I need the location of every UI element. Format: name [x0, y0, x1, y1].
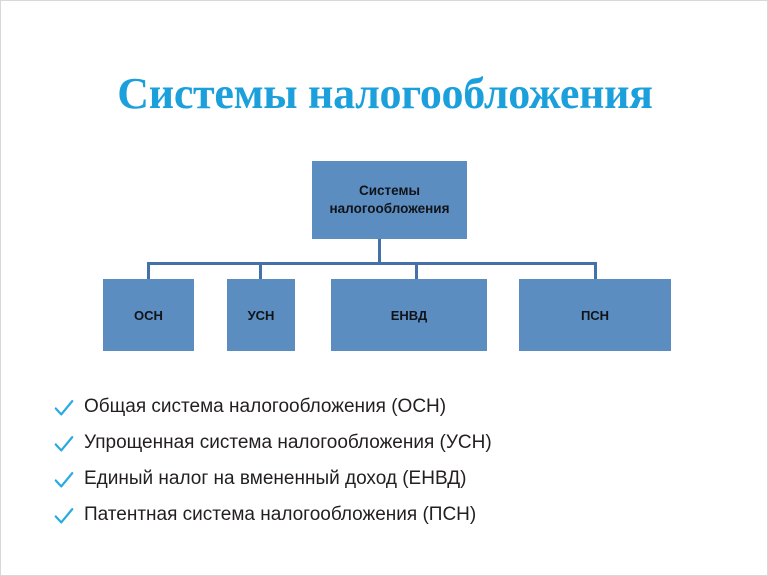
check-icon [54, 472, 74, 488]
org-node-envd-label: ЕНВД [390, 307, 428, 323]
org-node-psn[interactable]: ПСН [519, 279, 671, 351]
list-item: Общая система налогообложения (ОСН) [53, 393, 733, 429]
list-item: Упрощенная система налогообложения (УСН) [53, 429, 733, 465]
org-node-envd[interactable]: ЕНВД [331, 279, 487, 351]
page-title: Системы налогообложения [117, 69, 653, 118]
connector-root-stem [378, 239, 381, 265]
org-node-root-label-line2: налогообложения [329, 201, 450, 216]
org-node-root-label: Системы налогообложения [326, 182, 454, 218]
check-icon [54, 508, 74, 524]
org-chart: Системы налогообложения ОСН УСН ЕНВД ПСН [1, 1, 767, 371]
org-node-usn-label: УСН [247, 307, 275, 323]
org-node-osn-label: ОСН [134, 307, 163, 323]
list-item-label: Патентная система налогообложения (ПСН) [84, 504, 477, 525]
connector-drop-psn [594, 262, 597, 281]
list-item: Патентная система налогообложения (ПСН) [53, 501, 733, 537]
connector-drop-envd [415, 262, 418, 281]
check-icon [54, 436, 74, 452]
connector-horizontal-bus [147, 262, 597, 265]
org-node-root-label-line1: Системы [358, 183, 420, 198]
org-node-psn-label: ПСН [580, 307, 610, 323]
bullet-list: Общая система налогообложения (ОСН) Упро… [53, 393, 733, 537]
connector-drop-usn [259, 262, 262, 281]
list-item-label: Общая система налогообложения (ОСН) [84, 396, 447, 417]
check-icon [54, 400, 74, 416]
org-node-root[interactable]: Системы налогообложения [312, 161, 467, 239]
org-node-usn[interactable]: УСН [227, 279, 295, 351]
list-item-label: Единый налог на вмененный доход (ЕНВД) [84, 468, 467, 489]
org-node-osn[interactable]: ОСН [103, 279, 194, 351]
list-item-label: Упрощенная система налогообложения (УСН) [84, 432, 492, 453]
list-item: Единый налог на вмененный доход (ЕНВД) [53, 465, 733, 501]
connector-root-stub [378, 262, 418, 265]
connector-drop-osn [147, 262, 150, 281]
